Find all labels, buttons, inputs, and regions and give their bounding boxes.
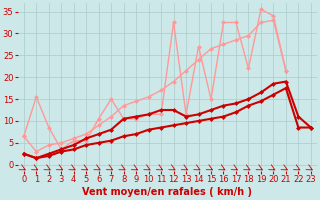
X-axis label: Vent moyen/en rafales ( km/h ): Vent moyen/en rafales ( km/h ) xyxy=(82,187,252,197)
